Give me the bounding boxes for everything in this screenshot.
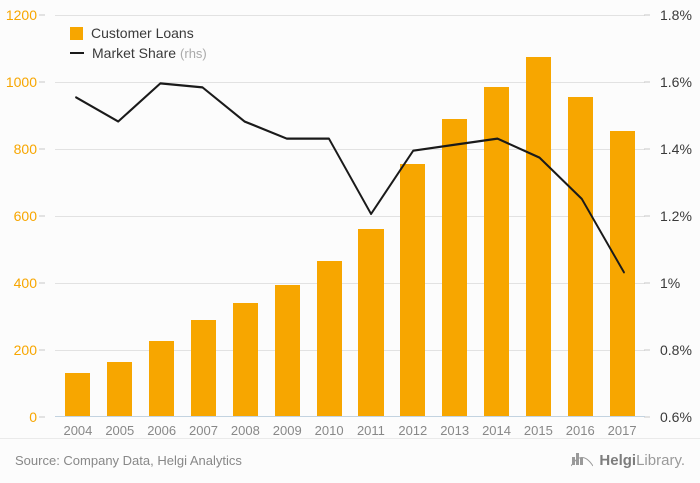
x-label-2006: 2006 (141, 423, 183, 438)
x-label-2012: 2012 (392, 423, 434, 438)
footer: Source: Company Data, Helgi Analytics He… (0, 438, 700, 483)
x-label-2013: 2013 (434, 423, 476, 438)
logo-helgi-text: Helgi (599, 452, 636, 469)
helgi-library-logo[interactable]: Helgi Library. (571, 449, 685, 471)
y-right-tick-1.2: 1.2% (660, 208, 692, 224)
y-left-tick-1200: 1200 (6, 7, 37, 23)
y-right-tick-1.4: 1.4% (660, 141, 692, 157)
x-label-2010: 2010 (308, 423, 350, 438)
x-label-2016: 2016 (559, 423, 601, 438)
market-share-line[interactable] (55, 15, 645, 417)
y-left-tick-200: 200 (14, 342, 37, 358)
y-left-tick-800: 800 (14, 141, 37, 157)
y-axis-right: 1.8% 1.6% 1.4% 1.2% 1% 0.8% 0.6% (650, 15, 700, 417)
x-label-2011: 2011 (350, 423, 392, 438)
y-left-tick-400: 400 (14, 275, 37, 291)
y-left-tick-600: 600 (14, 208, 37, 224)
x-label-2005: 2005 (99, 423, 141, 438)
x-label-2004: 2004 (57, 423, 99, 438)
y-axis-left: 1200 1000 800 600 400 200 0 (0, 15, 45, 417)
y-right-tick-0.6: 0.6% (660, 409, 692, 425)
y-right-tick-1.6: 1.6% (660, 74, 692, 90)
y-right-tick-0.8: 0.8% (660, 342, 692, 358)
x-axis-line (55, 416, 645, 417)
logo-library-text: Library. (636, 452, 685, 469)
y-left-tick-1000: 1000 (6, 74, 37, 90)
x-axis-labels: 2004 2005 2006 2007 2008 2009 2010 2011 … (55, 423, 645, 438)
bar-chart-icon (571, 449, 593, 471)
y-right-tick-1.0: 1% (660, 275, 680, 291)
x-label-2017: 2017 (601, 423, 643, 438)
x-label-2008: 2008 (224, 423, 266, 438)
x-label-2009: 2009 (266, 423, 308, 438)
x-label-2014: 2014 (476, 423, 518, 438)
plot-area: Customer Loans Market Share (rhs) 1200 1… (55, 15, 645, 417)
chart-container: Customer Loans Market Share (rhs) 1200 1… (0, 0, 700, 483)
x-label-2015: 2015 (517, 423, 559, 438)
y-left-tick-0: 0 (29, 409, 37, 425)
x-label-2007: 2007 (183, 423, 225, 438)
source-text: Source: Company Data, Helgi Analytics (15, 453, 242, 468)
y-right-tick-1.8: 1.8% (660, 7, 692, 23)
